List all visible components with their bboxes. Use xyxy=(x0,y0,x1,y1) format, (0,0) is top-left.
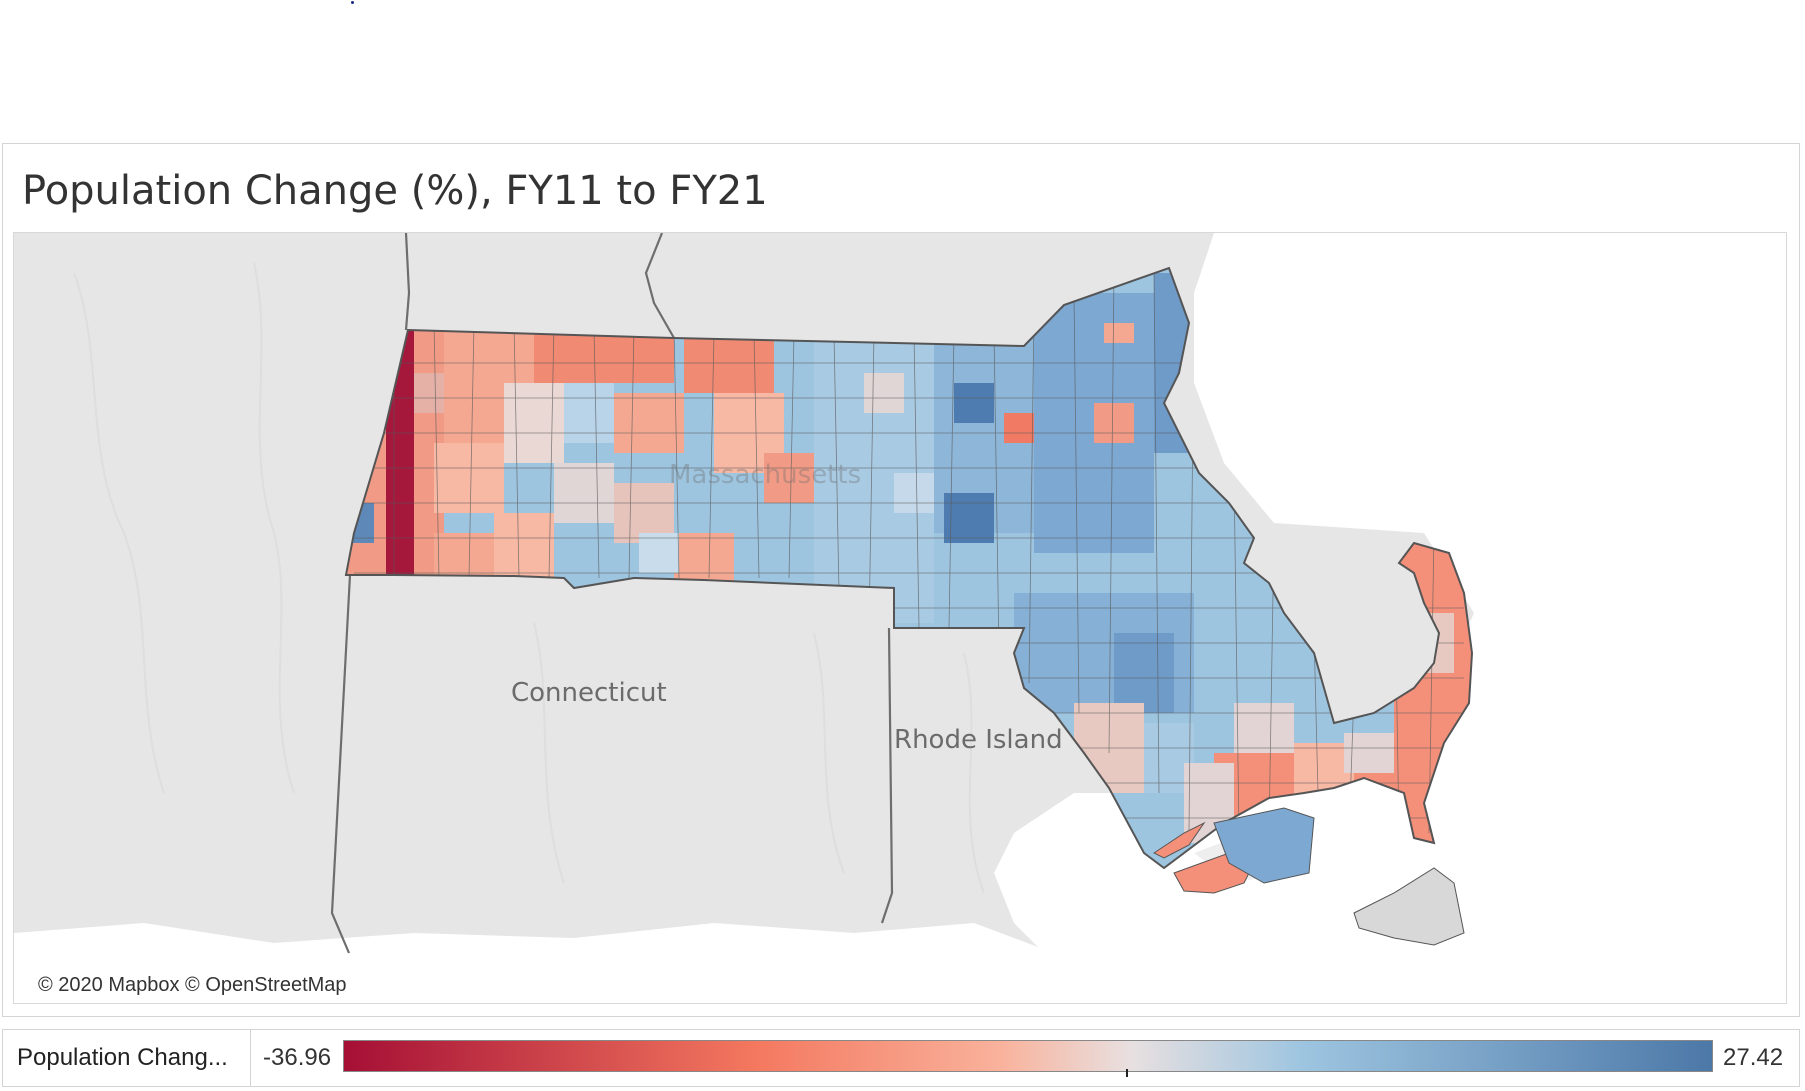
color-legend: Population Chang... -36.96 27.42 xyxy=(2,1029,1800,1087)
legend-min-value: -36.96 xyxy=(263,1044,332,1071)
legend-zero-tick xyxy=(1126,1069,1128,1077)
legend-field-name[interactable]: Population Chang... xyxy=(3,1030,251,1086)
state-borders xyxy=(330,233,894,954)
island-marthas-vineyard[interactable] xyxy=(1213,807,1315,884)
island-nantucket[interactable] xyxy=(1353,867,1465,946)
map-attribution[interactable]: © 2020 Mapbox © OpenStreetMap xyxy=(32,972,353,999)
island-elizabeth[interactable] xyxy=(1153,821,1206,859)
label-rhode-island: Rhode Island xyxy=(894,725,1063,755)
top-dot-marker xyxy=(351,1,354,4)
massachusetts-outline xyxy=(344,266,1474,870)
page-title: Population Change (%), FY11 to FY21 xyxy=(22,168,768,214)
legend-max-value: 27.42 xyxy=(1723,1044,1784,1071)
map-svg[interactable]: Massachusetts Connecticut Rhode Island xyxy=(14,233,1786,1003)
legend-color-ramp xyxy=(343,1040,1713,1072)
label-massachusetts: Massachusetts xyxy=(669,460,861,490)
label-connecticut: Connecticut xyxy=(511,678,667,708)
map-view[interactable]: Massachusetts Connecticut Rhode Island ©… xyxy=(13,232,1787,1004)
terrain-texture xyxy=(73,262,985,894)
